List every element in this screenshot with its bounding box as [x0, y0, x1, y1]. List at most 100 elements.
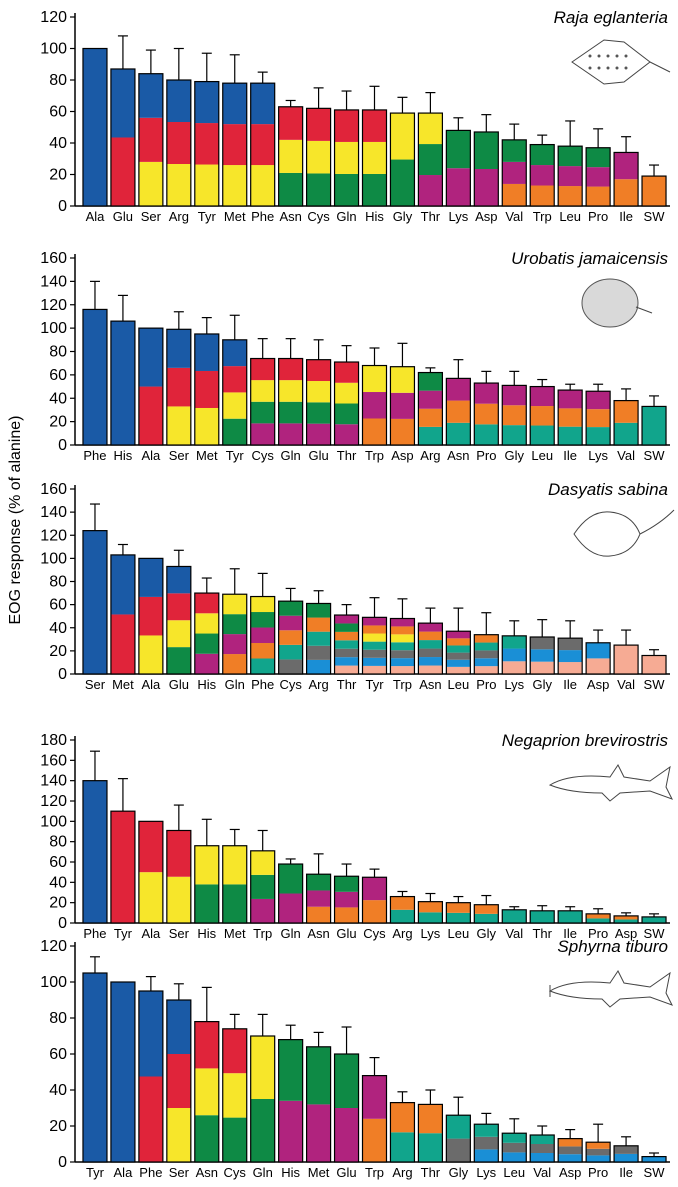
- x-tick-label: Arg: [169, 209, 189, 224]
- bar-segment: [222, 392, 247, 419]
- bar-segment: [530, 185, 555, 206]
- y-tick-label: 140: [40, 273, 67, 290]
- bar-segment: [614, 645, 639, 674]
- bar-segment: [502, 635, 527, 649]
- bar-segment: [446, 659, 471, 667]
- x-tick-label: Asn: [419, 677, 441, 692]
- species-title: Negaprion brevirostris: [502, 731, 669, 750]
- x-tick-label: Arg: [308, 677, 328, 692]
- bar-segment: [418, 372, 443, 391]
- x-tick-label: SW: [644, 926, 666, 941]
- chart-panel: 0 20 40 60 80 100 120 Raja eglanteria Ala Glu Ser A…: [40, 8, 671, 224]
- y-tick-label: 180: [40, 732, 67, 749]
- y-tick-label: 60: [49, 367, 67, 384]
- y-tick-label: 120: [40, 297, 67, 314]
- bar-segment: [306, 423, 331, 445]
- bar-segment: [82, 530, 107, 674]
- skate-spot: [615, 54, 619, 58]
- bar-segment: [502, 1133, 527, 1143]
- bar-segment: [418, 408, 443, 427]
- x-tick-label: Asp: [391, 448, 413, 463]
- bar: [138, 820, 164, 924]
- bar-segment: [194, 123, 219, 165]
- x-tick-label: Pro: [476, 677, 496, 692]
- bar-segment: [278, 106, 303, 140]
- bar-segment: [278, 1100, 303, 1162]
- bar-segment: [82, 780, 107, 923]
- x-tick-label: Val: [617, 677, 635, 692]
- bar-segment: [390, 418, 415, 445]
- x-tick-label: Cys: [363, 926, 386, 941]
- x-tick-label: Ala: [141, 677, 161, 692]
- x-tick-label: Ser: [141, 209, 162, 224]
- x-tick-label: Phe: [83, 926, 106, 941]
- bar-segment: [334, 362, 359, 383]
- bar-segment: [306, 659, 331, 674]
- y-tick-label: 120: [40, 527, 67, 544]
- x-tick-label: Thr: [337, 677, 357, 692]
- bar-segment: [530, 406, 555, 426]
- bar-segment: [418, 640, 443, 649]
- y-tick-label: 80: [49, 344, 67, 361]
- bar-segment: [502, 661, 527, 674]
- bar-segment: [418, 1104, 443, 1134]
- bar-segment: [586, 391, 611, 410]
- x-tick-label: Glu: [169, 677, 189, 692]
- bar-segment: [558, 146, 583, 167]
- bar-segment: [418, 912, 443, 923]
- bar-segment: [166, 830, 191, 877]
- bar-segment: [306, 617, 331, 632]
- x-tick-label: Trp: [365, 1165, 384, 1180]
- bar-segment: [362, 900, 387, 923]
- y-tick-label: 20: [49, 414, 67, 431]
- bar-segment: [194, 407, 219, 445]
- bar-segment: [362, 633, 387, 642]
- bar-segment: [138, 161, 163, 206]
- bar-segment: [642, 176, 667, 206]
- bar-segment: [334, 648, 359, 658]
- bar-segment: [390, 618, 415, 627]
- x-tick-label: Ala: [86, 209, 106, 224]
- bar-segment: [530, 425, 555, 445]
- bar: [138, 557, 164, 675]
- bar-segment: [530, 637, 555, 650]
- bar-segment: [82, 309, 107, 445]
- x-tick-label: Met: [224, 926, 246, 941]
- bar-segment: [586, 427, 611, 445]
- x-tick-label: Gly: [449, 1165, 469, 1180]
- x-tick-label: Ile: [619, 209, 633, 224]
- x-tick-label: Asn: [447, 448, 469, 463]
- skate-body: [571, 39, 651, 85]
- bar-segment: [446, 1138, 471, 1162]
- bar-segment: [446, 168, 471, 206]
- bar-segment: [614, 1153, 639, 1162]
- bar-segment: [558, 1138, 583, 1147]
- bar-segment: [530, 1135, 555, 1144]
- species-title: Urobatis jamaicensis: [511, 249, 668, 268]
- bar-segment: [502, 1152, 527, 1162]
- x-tick-label: Tyr: [198, 209, 217, 224]
- bar-segment: [138, 386, 163, 445]
- bar-segment: [474, 666, 499, 674]
- y-tick-label: 20: [49, 167, 67, 184]
- bar-segment: [558, 638, 583, 651]
- x-tick-label: Tyr: [86, 1165, 105, 1180]
- bar-segment: [362, 365, 387, 393]
- bar-segment: [166, 406, 191, 445]
- bar-segment: [614, 919, 639, 923]
- bar-segment: [530, 144, 555, 166]
- bar-segment: [138, 1076, 163, 1162]
- y-tick-label: 80: [49, 72, 67, 89]
- y-tick-label: 60: [49, 854, 67, 871]
- x-tick-label: Gln: [225, 677, 245, 692]
- bar-segment: [390, 634, 415, 643]
- x-tick-label: Trp: [393, 677, 412, 692]
- bar-segment: [530, 910, 555, 923]
- x-tick-label: Gly: [532, 677, 552, 692]
- skate-spot: [588, 54, 592, 58]
- bar-segment: [166, 1054, 191, 1108]
- bar-segment: [250, 850, 275, 875]
- bar-segment: [390, 392, 415, 419]
- x-tick-label: Met: [196, 448, 218, 463]
- bar-segment: [334, 631, 359, 641]
